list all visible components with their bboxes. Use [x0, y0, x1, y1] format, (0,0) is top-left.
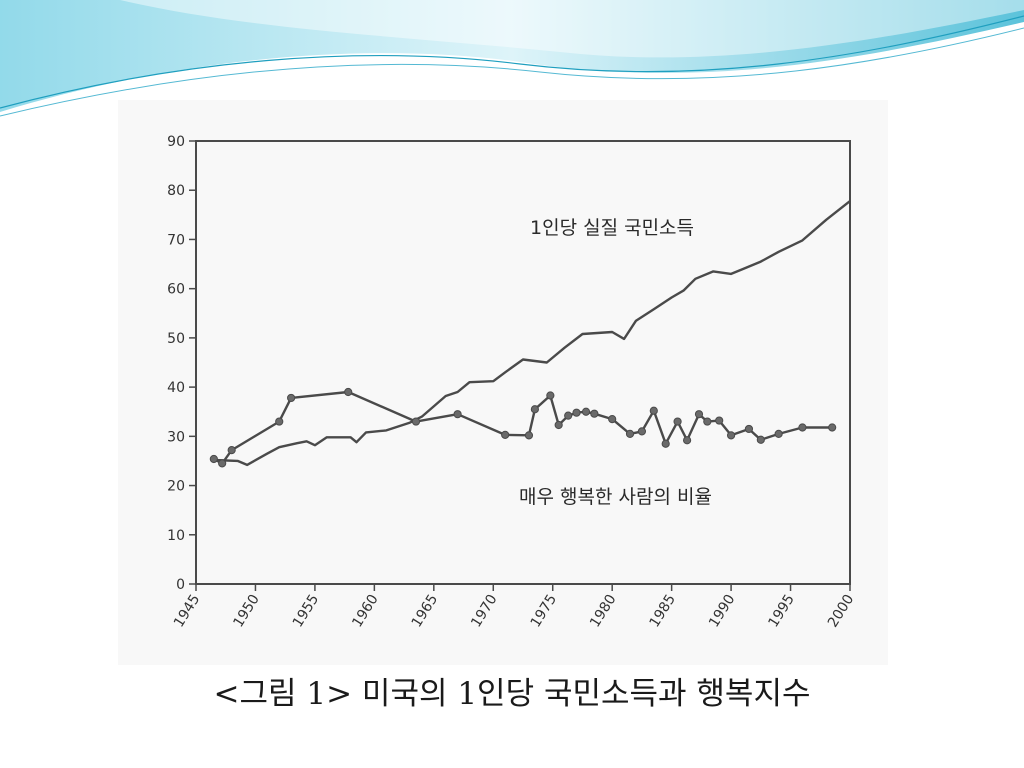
happiness-data-point — [572, 408, 581, 417]
series-line-income — [213, 200, 851, 467]
happiness-data-point — [703, 417, 712, 426]
happiness-data-point — [694, 410, 704, 419]
y-tick-label: 30 — [167, 429, 185, 445]
plot-frame — [195, 140, 851, 585]
x-tick-label: 1955 — [290, 592, 322, 631]
chart: 0 10 20 30 40 50 60 70 80 90 1945 1950 1955 1960 1965… — [167, 134, 857, 630]
figure-caption: <그림 1> 미국의 1인당 국민소득과 행복지수 — [213, 676, 811, 712]
happiness-data-point — [287, 393, 296, 403]
happiness-data-point — [581, 407, 591, 416]
happiness-data-point — [661, 439, 670, 448]
happiness-data-point — [546, 391, 555, 400]
happiness-data-point — [218, 459, 227, 468]
happiness-data-point — [682, 436, 692, 445]
header-wave-line-1 — [0, 15, 1024, 109]
happiness-data-point — [673, 417, 682, 426]
y-tick-label: 10 — [167, 528, 185, 544]
x-axis-ticks: 1945 1950 1955 1960 1965 1970 1975 1980 1985 1990… — [171, 584, 857, 630]
x-tick-label: 1965 — [409, 592, 441, 631]
x-tick-label: 2000 — [825, 592, 857, 631]
y-tick-label: 80 — [167, 183, 185, 199]
x-tick-label: 1995 — [765, 592, 797, 631]
header-wave-line-2 — [0, 27, 1024, 117]
x-tick-label: 1990 — [706, 592, 738, 631]
x-tick-label: 1950 — [230, 592, 262, 631]
happiness-data-point — [275, 417, 284, 426]
y-tick-label: 50 — [167, 331, 185, 347]
series-label-happiness: 매우 행복한 사람의 비율 — [519, 486, 712, 508]
happiness-data-point — [828, 423, 837, 432]
series-line-happiness — [213, 390, 833, 465]
happiness-data-point — [715, 416, 724, 425]
happiness-data-point — [554, 420, 563, 430]
y-axis-ticks: 0 10 20 30 40 50 60 70 80 90 — [167, 134, 196, 593]
happiness-data-point — [209, 454, 218, 464]
happiness-data-point — [756, 435, 765, 444]
happiness-data-point — [798, 423, 807, 432]
x-tick-label: 1970 — [468, 592, 500, 631]
happiness-data-point — [564, 411, 573, 420]
happiness-data-point — [774, 429, 783, 438]
plot-border — [195, 140, 851, 585]
x-tick-label: 1980 — [587, 592, 619, 631]
x-tick-label: 1960 — [349, 592, 381, 631]
happiness-data-point — [726, 431, 736, 440]
y-tick-label: 40 — [167, 380, 185, 396]
happiness-data-point — [344, 387, 353, 397]
happiness-data-point — [530, 405, 539, 414]
happiness-data-point — [524, 431, 534, 440]
happiness-data-point — [608, 415, 617, 424]
happiness-data-point — [625, 429, 635, 438]
x-tick-label: 1945 — [171, 592, 203, 631]
header-wave-fill — [0, 0, 1024, 112]
y-tick-label: 0 — [176, 577, 185, 593]
y-tick-label: 90 — [167, 134, 185, 150]
happiness-data-point — [590, 409, 599, 418]
slide-header-wave — [0, 0, 1024, 117]
y-tick-label: 70 — [167, 232, 185, 248]
happiness-data-point — [453, 410, 462, 419]
y-tick-label: 60 — [167, 282, 185, 298]
x-tick-label: 1975 — [528, 592, 560, 631]
happiness-data-point — [649, 406, 658, 415]
x-tick-label: 1985 — [647, 592, 679, 631]
happiness-data-point — [637, 427, 647, 436]
happiness-data-point — [501, 430, 510, 439]
happiness-data-point — [411, 417, 421, 426]
figure-panel — [118, 100, 888, 665]
header-wave-light — [120, 0, 1024, 58]
series-layer — [209, 200, 851, 468]
happiness-data-point — [744, 424, 754, 434]
series-label-income: 1인당 실질 국민소득 — [530, 217, 694, 239]
happiness-data-point — [227, 446, 236, 455]
y-tick-label: 20 — [167, 479, 185, 495]
